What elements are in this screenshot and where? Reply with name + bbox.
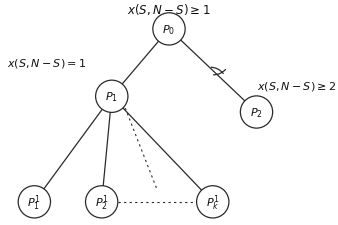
Text: $P_1^1$: $P_1^1$	[27, 192, 41, 212]
Ellipse shape	[197, 186, 229, 218]
Ellipse shape	[86, 186, 118, 218]
Text: $P_2$: $P_2$	[250, 106, 263, 119]
Ellipse shape	[240, 97, 273, 128]
Text: $x(S,N-S)\geq 2$: $x(S,N-S)\geq 2$	[257, 79, 336, 92]
Text: $P_2^1$: $P_2^1$	[95, 192, 108, 212]
Text: $x(S,N-S)=1$: $x(S,N-S)=1$	[7, 57, 87, 70]
Text: $P_k^1$: $P_k^1$	[206, 192, 220, 212]
Ellipse shape	[96, 81, 128, 113]
Ellipse shape	[18, 186, 50, 218]
Text: $x(S,N-S)\geq 1$: $x(S,N-S)\geq 1$	[127, 2, 211, 17]
Text: $P_1$: $P_1$	[105, 90, 118, 104]
Text: $P_0$: $P_0$	[163, 23, 175, 37]
Ellipse shape	[153, 14, 185, 46]
